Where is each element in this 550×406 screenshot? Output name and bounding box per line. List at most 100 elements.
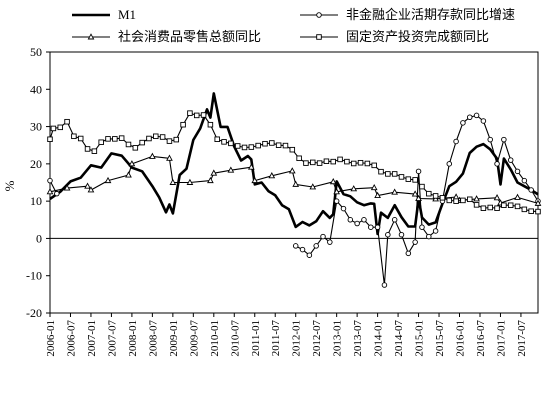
data-point: [412, 177, 418, 183]
data-point: [494, 205, 500, 211]
data-point: [269, 140, 275, 146]
data-point: [535, 208, 541, 215]
data-point: [385, 171, 391, 177]
data-point: [507, 202, 514, 208]
data-point: [128, 160, 136, 167]
data-point: [398, 231, 405, 238]
data-point: [460, 120, 466, 126]
data-point: [187, 110, 193, 116]
data-point: [344, 158, 350, 165]
data-point: [84, 182, 91, 189]
data-point: [329, 178, 337, 185]
data-point: [411, 190, 419, 197]
data-point: [63, 184, 71, 191]
legend-item-1: M1: [72, 7, 136, 22]
data-point: [118, 135, 125, 141]
data-point: [333, 188, 341, 195]
data-point: [473, 202, 480, 208]
data-point: [139, 139, 145, 146]
data-point: [501, 136, 507, 143]
series-3: [46, 152, 542, 206]
data-point: [91, 148, 98, 154]
data-point: [303, 160, 309, 166]
data-point: [501, 202, 507, 208]
data-point: [125, 141, 132, 148]
y-tick-label: 20: [30, 157, 42, 171]
data-point: [207, 176, 214, 184]
plot-border: [49, 51, 539, 314]
data-point: [391, 217, 398, 223]
plot-frame: [49, 51, 539, 314]
data-point: [186, 178, 194, 185]
data-point: [494, 161, 500, 167]
legend-label: M1: [118, 7, 136, 22]
x-tick-label: 2006-07: [65, 320, 77, 357]
data-point: [480, 205, 487, 211]
data-point: [316, 160, 323, 166]
data-point: [310, 159, 316, 166]
x-tick-label: 2008-01: [127, 320, 139, 357]
data-point: [228, 140, 234, 147]
data-point: [46, 188, 54, 195]
data-point: [439, 195, 446, 201]
data-point: [248, 144, 255, 150]
data-point: [214, 136, 220, 142]
data-point: [528, 187, 534, 193]
x-tick-label: 2010-07: [229, 320, 241, 357]
series-line: [49, 112, 539, 213]
data-point: [87, 186, 95, 193]
data-point: [426, 233, 432, 240]
data-point: [398, 174, 405, 180]
legend-item-3: 社会消费品零售总额同比: [72, 29, 261, 44]
data-point: [275, 142, 282, 148]
data-point: [528, 208, 534, 214]
x-tick-label: 2006-01: [45, 320, 57, 357]
legend-label: 固定资产投资完成额同比: [346, 29, 489, 44]
data-point: [64, 118, 70, 125]
data-point: [446, 161, 453, 167]
y-tick-label: 50: [30, 45, 42, 59]
data-point: [337, 156, 343, 163]
x-tick-label: 2013-01: [332, 320, 344, 357]
data-point: [473, 112, 480, 119]
data-point: [200, 112, 207, 118]
data-point: [169, 178, 177, 185]
data-point: [357, 159, 364, 166]
data-point: [391, 171, 398, 177]
data-point: [460, 197, 466, 204]
data-point: [354, 220, 360, 227]
y-axis: -20 -10 0 10 20 30 40 50: [26, 45, 50, 320]
data-point: [368, 224, 374, 230]
data-point: [405, 176, 412, 182]
x-tick-label: 2011-07: [270, 320, 282, 357]
x-tick-label: 2011-01: [250, 320, 262, 356]
data-point: [309, 183, 317, 190]
data-point: [521, 206, 528, 213]
data-point: [313, 243, 319, 249]
legend-item-4: 固定资产投资完成额同比: [300, 29, 489, 44]
x-tick-label: 2017-01: [495, 320, 507, 357]
data-point: [473, 195, 480, 202]
data-point: [207, 121, 214, 128]
data-point: [241, 144, 248, 151]
series-1: [49, 92, 539, 236]
data-point: [54, 190, 60, 197]
data-point: [507, 157, 514, 163]
data-point: [50, 125, 57, 132]
data-point: [391, 188, 399, 195]
data-point: [419, 183, 425, 190]
x-tick-label: 2016-07: [475, 320, 487, 357]
data-point: [514, 203, 521, 210]
x-tick-label: 2014-01: [373, 320, 385, 357]
data-point: [374, 224, 381, 230]
data-point: [446, 197, 453, 204]
data-point: [480, 118, 487, 124]
data-point: [289, 146, 296, 153]
data-point: [432, 228, 439, 234]
data-point: [370, 183, 378, 191]
data-point: [282, 142, 289, 149]
x-tick-label: 2016-01: [455, 320, 467, 357]
data-point: [327, 239, 333, 245]
